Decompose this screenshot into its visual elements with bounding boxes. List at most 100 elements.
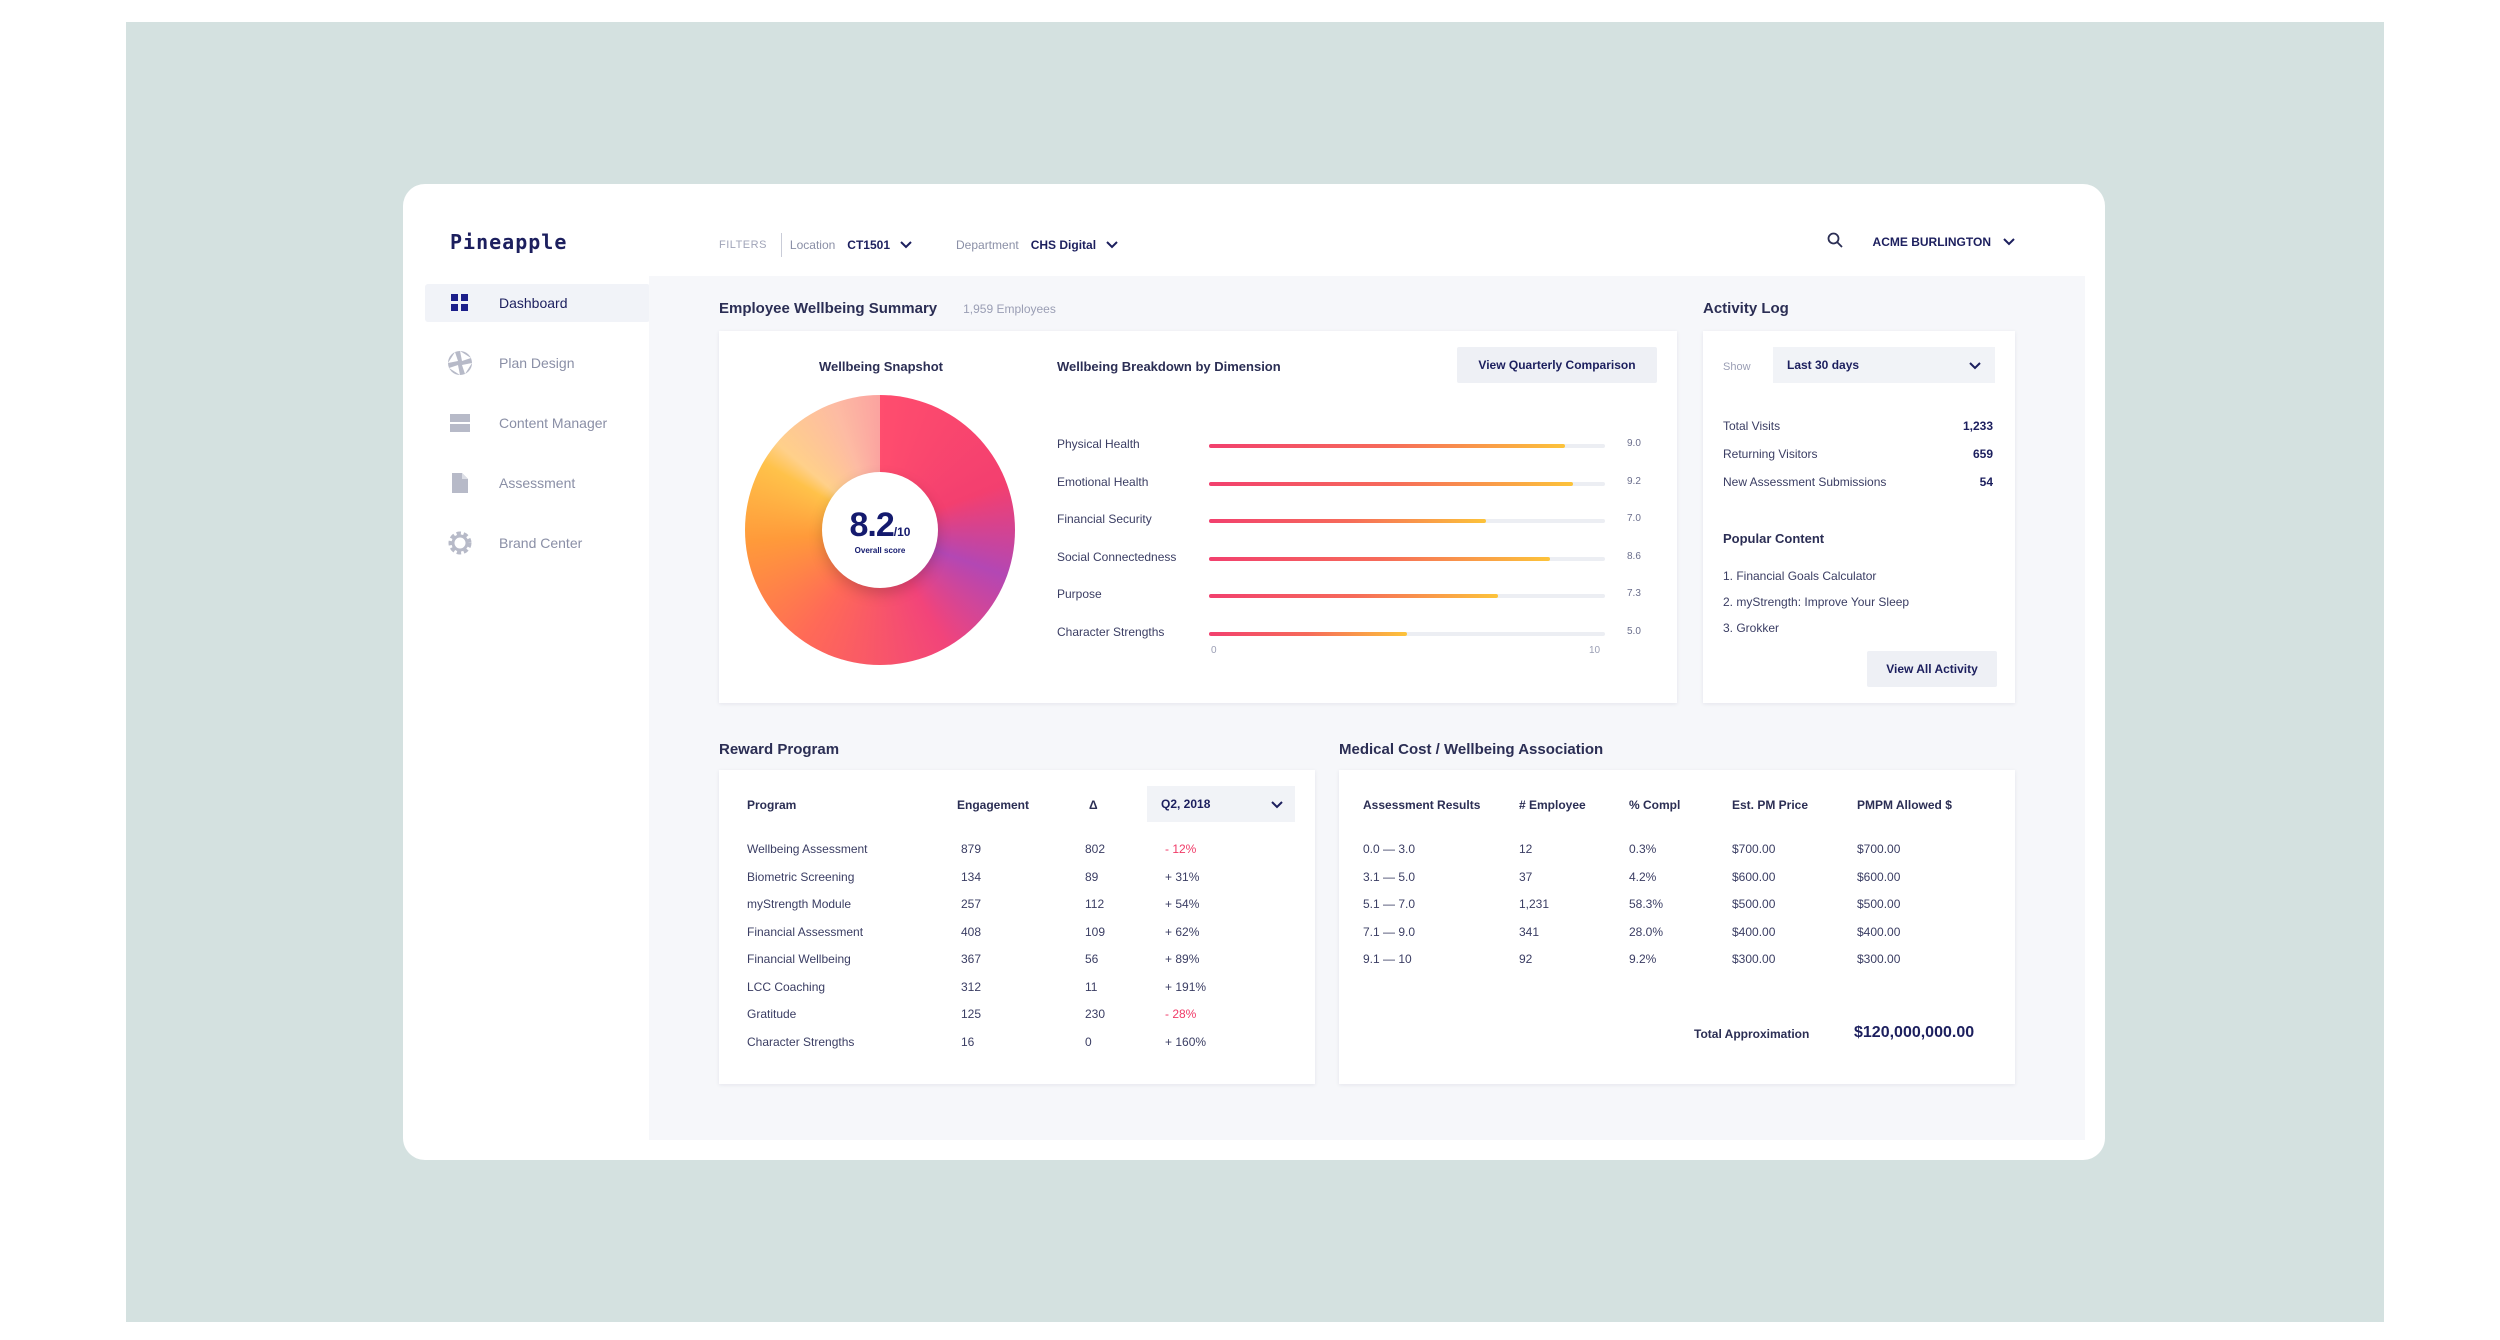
reward-delta: 109 [1085,924,1106,939]
completion-cell: 58.3% [1629,897,1664,911]
dimension-bar-track [1209,519,1605,523]
reward-change: + 160% [1165,1034,1207,1049]
overall-score-badge: 8.2/10 Overall score [822,472,938,588]
sidebar-item-content-manager[interactable]: Content Manager [425,404,650,442]
chevron-down-icon [1271,798,1283,812]
app-logo[interactable]: Pineapple [450,230,568,254]
column-header-assessment-results: Assessment Results [1363,798,1481,812]
reward-engagement: 134 [961,869,982,884]
est-pm-price-cell: $600.00 [1732,869,1776,884]
completion-cell: 4.2% [1629,869,1657,884]
pmpm-allowed-cell: $700.00 [1857,842,1901,856]
column-header-pmpm-allowed: PMPM Allowed $ [1857,798,1952,812]
filters-label: FILTERS [719,239,767,251]
dimension-label: Character Strengths [1057,624,1165,639]
sidebar-item-dashboard[interactable]: Dashboard [425,284,650,322]
dimension-row: Purpose 7.3 [1057,585,1641,605]
assessment-range: 9.1 — 10 [1363,952,1412,966]
period-select[interactable]: Last 30 days [1773,347,1995,383]
sidebar-item-brand-center[interactable]: Brand Center [425,524,650,562]
reward-change: + 31% [1165,869,1200,884]
reward-program-name: Wellbeing Assessment [747,842,868,856]
wellbeing-summary-title: Employee Wellbeing Summary 1,959 Employee… [719,300,1056,317]
completion-cell: 9.2% [1629,952,1657,966]
wellbeing-summary-heading: Employee Wellbeing Summary [719,300,938,317]
dimension-label: Emotional Health [1057,474,1149,489]
gear-icon [447,530,473,556]
quarter-select-value: Q2, 2018 [1161,797,1211,811]
overall-score-scale: /10 [893,524,911,539]
reward-program-name: Biometric Screening [747,869,855,884]
reward-delta: 0 [1085,1034,1092,1049]
employee-count-cell: 37 [1519,869,1533,884]
dashboard-grid-icon [447,290,473,316]
reward-program-name: Financial Wellbeing [747,952,851,966]
chevron-down-icon [1106,238,1118,252]
breakdown-title: Wellbeing Breakdown by Dimension [1057,359,1281,374]
period-select-value: Last 30 days [1787,358,1860,372]
show-label: Show [1723,361,1751,373]
view-quarterly-comparison-button[interactable]: View Quarterly Comparison [1457,347,1657,383]
sidebar-item-plan-design[interactable]: Plan Design [425,344,650,382]
sidebar-item-label: Dashboard [499,295,568,311]
employee-count-cell: 12 [1519,842,1533,856]
reward-delta: 56 [1085,952,1099,966]
filter-divider [780,233,782,257]
dimension-row: Emotional Health 9.2 [1057,473,1641,493]
pmpm-allowed-cell: $500.00 [1857,897,1901,911]
stat-value: 1,233 [1962,419,1993,433]
account-area: ACME BURLINGTON [1827,232,2015,251]
reward-delta: 11 [1085,979,1098,994]
chevron-down-icon [1969,359,1981,373]
department-filter[interactable]: Department CHS Digital [956,238,1118,252]
document-icon [447,470,473,496]
stat-value: 659 [1972,447,1993,461]
est-pm-price-cell: $500.00 [1732,897,1776,911]
reward-engagement: 367 [961,952,982,966]
popular-content-item[interactable]: 1. Financial Goals Calculator [1723,569,1877,583]
stat-new-assessments: New Assessment Submissions 54 [1723,475,1993,489]
medical-cost-title: Medical Cost / Wellbeing Association [1339,741,1604,758]
reward-engagement: 312 [961,979,982,994]
chevron-down-icon [900,238,912,252]
overall-score-label: Overall score [854,545,906,555]
stat-label: Total Visits [1723,419,1781,433]
chevron-down-icon[interactable] [2003,235,2015,249]
column-header-completion: % Compl [1629,798,1681,812]
search-icon[interactable] [1827,232,1843,251]
stat-returning-visitors: Returning Visitors 659 [1723,447,1993,461]
dimension-bar-track [1209,481,1605,486]
column-header-program: Program [747,798,797,812]
reward-engagement: 125 [961,1007,982,1021]
account-name[interactable]: ACME BURLINGTON [1872,234,1991,249]
quarter-select[interactable]: Q2, 2018 [1147,786,1295,822]
reward-program-title: Reward Program [719,741,840,758]
total-approximation-label: Total Approximation [1694,1027,1810,1041]
employee-count-cell: 341 [1519,924,1540,939]
assessment-range: 5.1 — 7.0 [1363,897,1416,911]
wellbeing-summary-card: Wellbeing Snapshot 8.2/10 Overall score … [719,331,1677,703]
activity-log-card: Show Last 30 days Total Visits 1,233 Retu… [1703,331,2015,703]
dimension-label: Social Connectedness [1057,549,1177,564]
dimension-value: 5.0 [1627,625,1641,637]
pmpm-allowed-cell: $600.00 [1857,869,1901,884]
popular-content-item[interactable]: 3. Grokker [1723,621,1780,635]
reward-program-name: Character Strengths [747,1034,855,1049]
reward-engagement: 257 [961,897,982,911]
location-filter[interactable]: Location CT1501 [790,238,912,252]
overall-score-value: 8.2 [849,505,895,544]
dimension-row: Financial Security 7.0 [1057,510,1641,530]
reward-program-name: Financial Assessment [747,924,864,939]
app-window: Pineapple Dashboard Plan Design Content … [403,184,2105,1160]
view-all-activity-button[interactable]: View All Activity [1867,651,1997,687]
reward-program-name: LCC Coaching [747,979,826,994]
dimension-value: 9.2 [1627,475,1641,487]
dimension-bar-fill [1209,519,1487,523]
dimension-bar-fill [1209,594,1499,598]
est-pm-price-cell: $400.00 [1732,924,1776,939]
reward-engagement: 879 [961,842,982,856]
popular-content-item[interactable]: 2. myStrength: Improve Your Sleep [1723,595,1910,609]
dimension-bar-track [1209,594,1605,598]
reward-change: + 62% [1165,924,1200,939]
sidebar-item-assessment[interactable]: Assessment [425,464,650,502]
